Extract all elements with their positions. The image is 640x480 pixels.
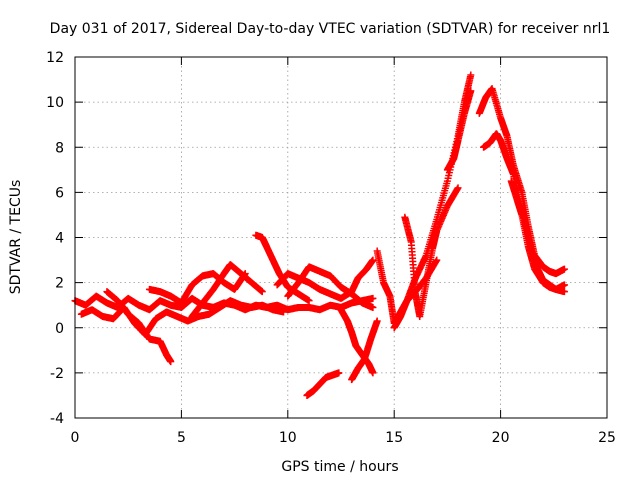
y-tick-label: -4: [50, 411, 64, 427]
x-tick-label: 0: [71, 430, 80, 446]
data-point: [369, 303, 377, 311]
y-tick-label: 4: [55, 231, 64, 247]
grid: [75, 57, 607, 418]
data-points: [71, 71, 568, 399]
y-tick-label: 2: [55, 276, 64, 292]
axis-ticks: 0 5 10 15 20 25 -4 -2 0 2 4 6 8 10 12: [46, 50, 616, 446]
data-point: [369, 256, 377, 264]
y-tick-label: -2: [50, 366, 64, 382]
data-point: [369, 294, 377, 302]
data-point: [560, 281, 568, 289]
data-point: [467, 87, 475, 95]
x-axis-label: GPS time / hours: [281, 459, 398, 475]
series-sat_g: [284, 263, 377, 311]
data-point: [369, 369, 377, 377]
x-tick-label: 5: [177, 430, 186, 446]
data-point: [305, 297, 313, 305]
series-sat_b: [77, 297, 288, 339]
y-tick-label: 8: [55, 140, 64, 156]
data-point: [167, 358, 175, 366]
y-tick-label: 12: [46, 50, 64, 66]
series-sat_n: [401, 184, 462, 320]
data-point: [258, 288, 266, 296]
x-tick-label: 10: [279, 430, 297, 446]
y-tick-label: 6: [55, 185, 64, 201]
series-sat_r: [507, 177, 568, 293]
series-sat_i: [303, 369, 343, 399]
series-sat_f: [252, 231, 313, 305]
y-tick-label: 10: [46, 95, 64, 111]
data-point: [335, 369, 343, 377]
series-sat_o: [443, 87, 475, 174]
series-sat_e: [188, 261, 266, 320]
y-tick-label: 0: [55, 321, 64, 337]
data-point: [560, 265, 568, 273]
series-sat_d: [145, 270, 249, 307]
chart-title: Day 031 of 2017, Sidereal Day-to-day VTE…: [50, 21, 611, 37]
data-point: [280, 308, 288, 316]
x-tick-label: 15: [385, 430, 403, 446]
x-tick-label: 25: [598, 430, 616, 446]
y-axis-label: SDTVAR / TECUs: [8, 180, 24, 295]
x-tick-label: 20: [492, 430, 510, 446]
series-sat_c: [103, 288, 175, 366]
data-point: [454, 184, 462, 192]
data-point: [373, 317, 381, 325]
data-point: [467, 71, 475, 79]
series-sat_h: [273, 256, 377, 302]
data-point: [433, 256, 441, 264]
series-sat_p: [475, 85, 568, 278]
series-sat_k: [348, 317, 381, 384]
data-point: [560, 288, 568, 296]
